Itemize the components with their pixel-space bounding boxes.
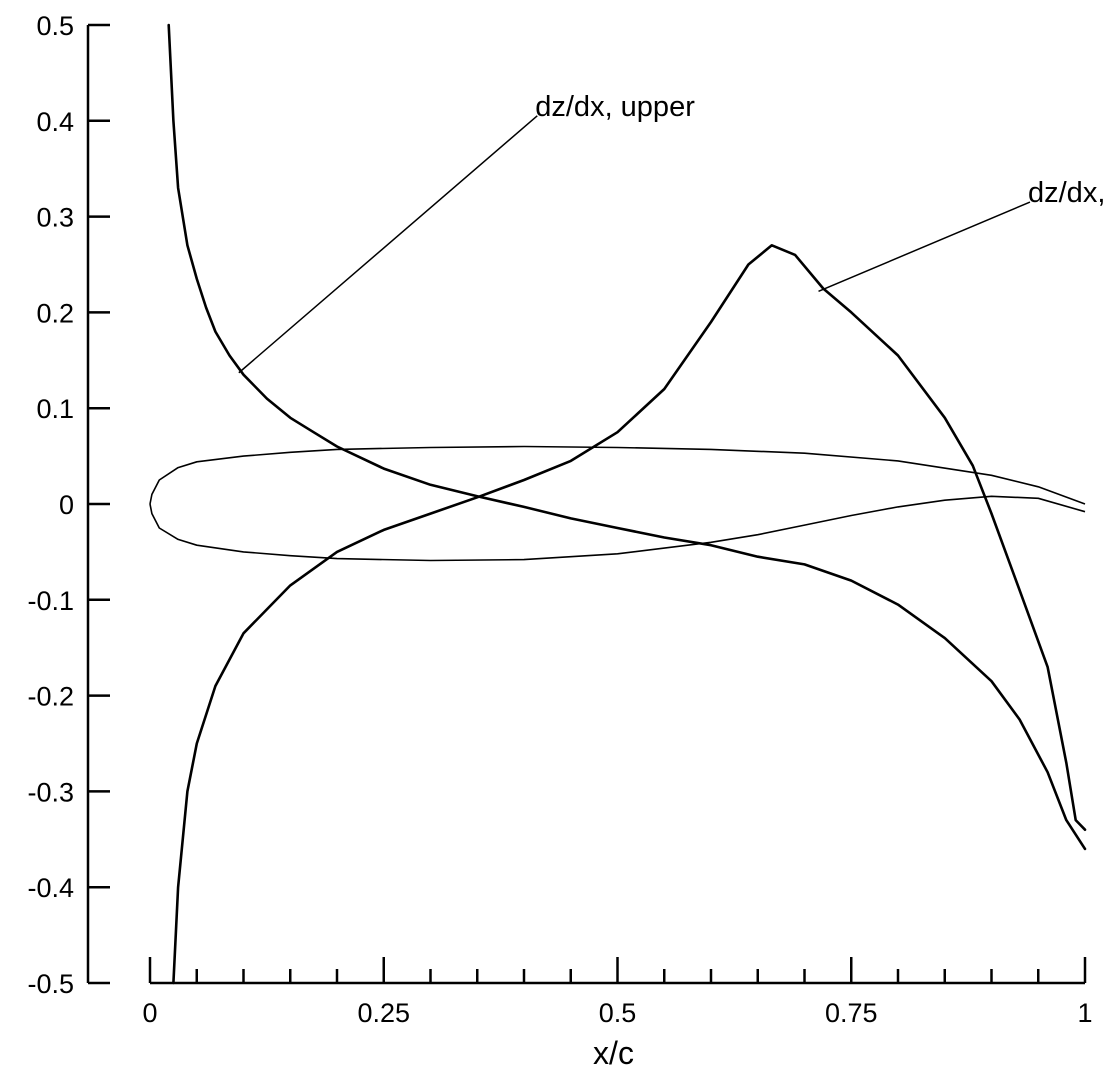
x-tick-label: 1 (1077, 998, 1092, 1028)
series-group (167, 23, 1087, 985)
x-tick-label: 0 (142, 998, 157, 1028)
x-tick-label: 0.75 (825, 998, 878, 1028)
x-axis-title: x/c (593, 1035, 634, 1071)
x-tick-label: 0.5 (599, 998, 637, 1028)
airfoil-upper-surface (149, 445, 1086, 505)
leader-line (818, 201, 1031, 293)
axes: 0.5 0.4 0.3 0.2 0.1 0 -0.1 -0.2 -0.3 -0.4 -0.5 0 0.2… (27, 11, 1092, 1028)
annotations: dz/dx, upper dz/dx, lower (238, 91, 1104, 374)
series-line-dzdx-lower (172, 244, 1087, 985)
y-tick-label: -0.3 (27, 777, 74, 807)
annotation-dzdx-lower: dz/dx, lower (1028, 177, 1104, 209)
airfoil-outline (149, 445, 1086, 562)
y-tick-label: -0.1 (27, 586, 74, 616)
y-tick-label: 0.1 (36, 394, 74, 424)
y-tick-label: -0.4 (27, 873, 74, 903)
y-tick-label: 0.2 (36, 298, 74, 328)
annotation-dzdx-upper: dz/dx, upper (535, 91, 695, 123)
y-tick-label: 0.4 (36, 107, 74, 137)
y-tick-label: -0.2 (27, 682, 74, 712)
y-tick-label: 0.5 (36, 11, 74, 41)
airfoil-lower-surface (149, 495, 1086, 562)
y-tick-label: 0 (59, 490, 74, 520)
y-tick-label: 0.3 (36, 203, 74, 233)
leader-line (238, 115, 538, 374)
x-tick-label: 0.25 (357, 998, 410, 1028)
y-tick-label: -0.5 (27, 969, 74, 999)
series-line-dzdx-upper (167, 23, 1087, 851)
